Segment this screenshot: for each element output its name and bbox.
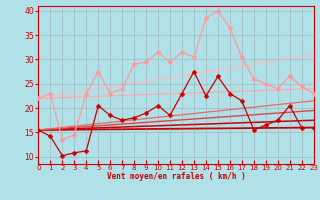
X-axis label: Vent moyen/en rafales ( km/h ): Vent moyen/en rafales ( km/h ) <box>107 172 245 181</box>
